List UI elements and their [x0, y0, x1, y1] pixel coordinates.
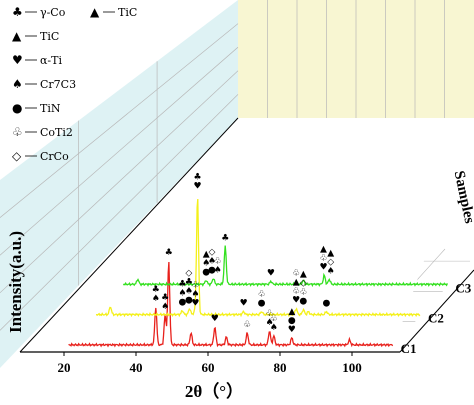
legend-label: γ-Co — [40, 6, 66, 19]
chart-floor — [24, 118, 474, 352]
peak-annotation-symbol: ♧ — [243, 320, 251, 330]
peak-annotation-symbol: ♥ — [288, 325, 296, 335]
peak-annotation-symbol: ● — [202, 267, 210, 277]
series-label: C2 — [428, 311, 444, 326]
peak-annotation-symbol: ♠ — [191, 290, 199, 300]
series-label: C1 — [401, 341, 417, 356]
peak-annotation-symbol: ◇ — [327, 257, 334, 267]
peak-annotation-symbol: ● — [208, 265, 216, 275]
peak-annotation-symbol: ♥ — [240, 299, 248, 309]
peak-annotation-symbol: ▲ — [288, 307, 295, 317]
series-line — [68, 261, 394, 348]
peak-annotation-symbol: ● — [178, 298, 186, 308]
x-tick-label: 60 — [202, 360, 215, 375]
peak-annotation-symbol: ♠ — [327, 266, 335, 276]
peak-annotation-symbol: ♠ — [185, 287, 193, 297]
legend-label: Cr7C3 — [40, 78, 76, 91]
legend-symbol: ▲ — [90, 5, 100, 19]
peak-annotation-symbol: ◇ — [208, 247, 215, 257]
peak-annotation-symbol: ♠ — [202, 258, 210, 268]
legend-symbol: ● — [12, 101, 22, 115]
z-axis-title: Samples — [451, 169, 474, 225]
legend-symbol: ♥ — [12, 53, 23, 67]
peak-annotation-symbol: ● — [288, 316, 296, 326]
peak-annotation-symbol: ♠ — [178, 289, 186, 299]
peak-annotation-symbol: ♣ — [161, 293, 169, 303]
peak-annotation-symbol: ♥ — [193, 182, 201, 192]
peak-annotation-symbol: ♧ — [299, 288, 307, 298]
peak-annotation-symbol: ♣ — [178, 280, 186, 290]
x-tick-label: 80 — [274, 360, 287, 375]
legend-symbol: ♠ — [12, 77, 23, 91]
peak-annotation-symbol: ● — [185, 296, 193, 306]
peak-annotation-symbol: ▲ — [300, 270, 307, 280]
left-wall-gridline — [0, 23, 239, 218]
peak-annotation-symbol: ♠ — [152, 294, 160, 304]
peak-annotation-symbol: ♥ — [292, 296, 300, 306]
peak-annotation-symbol: ◇ — [300, 279, 307, 289]
x-tick-label: 20 — [58, 360, 71, 375]
peak-annotation-symbol: ▲ — [320, 244, 327, 254]
peak-annotation-symbol: ♥ — [211, 314, 219, 324]
peak-annotation-symbol: ♥ — [267, 268, 275, 278]
legend-label: TiN — [40, 102, 61, 115]
peak-annotation-symbol: ♧ — [292, 287, 300, 297]
legend-label: α-Ti — [40, 54, 62, 67]
peak-annotation-symbol: ◇ — [185, 269, 192, 279]
peak-annotation-symbol: ▲ — [293, 278, 300, 288]
peak-annotation-symbol: ♧ — [258, 290, 266, 300]
peak-annotation-symbol: ▲ — [203, 249, 210, 259]
peak-annotation-symbol: ♧ — [292, 268, 300, 278]
legend-label: TiC — [40, 30, 59, 43]
peak-annotation-symbol: ♧ — [191, 281, 199, 291]
peak-annotation-symbol: ♠ — [270, 323, 278, 333]
chart-axes: 20 40 60 80 100 — [19, 117, 474, 375]
peak-annotations: ♣♠ ♣♠♣♥♧♧♠♧♠▲●♥♣♠●◇♣♠●♧♠♥♣♥♥♧●▲♧♥▲◇♧● ●▲♠●… — [152, 173, 335, 335]
legend-symbol: ◇ — [12, 149, 22, 163]
depth-axis-left — [19, 117, 239, 353]
peak-annotation-symbol: ● — [299, 297, 307, 307]
peak-annotation-symbol: ♣ — [165, 248, 173, 258]
series-label: C3 — [455, 280, 471, 295]
peak-annotation-symbol: ♣ — [185, 278, 193, 288]
peak-annotation-symbol: ♠ — [161, 302, 169, 312]
peak-annotation-symbol: ♧ — [214, 256, 222, 266]
floor-plane — [24, 118, 474, 352]
x-axis-title: 2θ（°） — [185, 381, 243, 401]
y-axis-title: Intensity(a.u.) — [6, 231, 25, 333]
x-tick-label: 40 — [130, 360, 143, 375]
peak-annotation-symbol: ♠ — [208, 256, 216, 266]
peak-annotation-symbol: ♧ — [270, 314, 278, 324]
x-tick-label: 100 — [342, 360, 362, 375]
series-line — [95, 198, 421, 318]
peak-annotation-symbol: ♥ — [191, 299, 199, 309]
peak-annotation-symbol: ▲ — [327, 248, 334, 258]
legend-symbol: ▲ — [12, 29, 22, 43]
peak-annotation-symbol: ♧ — [265, 309, 273, 319]
peak-annotation-symbol: ♣ — [152, 285, 160, 295]
chart-series: C1 C2 C3 — [68, 198, 472, 356]
peak-annotation-symbol: ♥ — [319, 262, 327, 272]
legend-label: CrCo — [40, 150, 69, 163]
left-wall — [0, 0, 238, 368]
legend-label: CoTi2 — [40, 126, 73, 139]
chart-legend: ♣ γ-Co ▲ TiC ♥ α-Ti ♠ Cr7C3 ● TiN ♧ CoTi2 ◇ CrCo ▲ TiC — [12, 5, 137, 163]
depth-axis-right — [399, 269, 474, 353]
left-wall-gridline — [0, 94, 239, 331]
series-line — [122, 245, 448, 288]
peak-annotation-symbol: ♣ — [193, 173, 201, 183]
peak-annotation-symbol: ♧ — [319, 253, 327, 263]
peak-annotation-symbol: ♠ — [214, 265, 222, 275]
legend-label: TiC — [118, 6, 137, 19]
peak-annotation-symbol: ♣ — [221, 233, 229, 243]
left-wall-gridline — [0, 70, 239, 294]
legend-symbol: ♣ — [12, 5, 23, 19]
left-wall-gridline — [0, 46, 239, 256]
peak-annotation-symbol: ● — [258, 299, 266, 309]
peak-annotation-symbol: ● — [322, 299, 330, 309]
legend-symbol: ♧ — [12, 125, 23, 139]
peak-annotation-symbol: ♠ — [265, 318, 273, 328]
